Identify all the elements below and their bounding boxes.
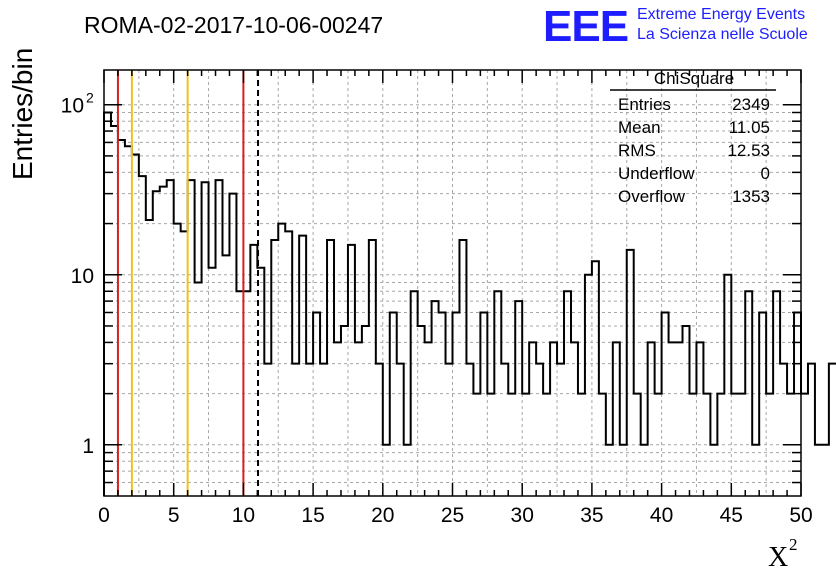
stats-label: RMS xyxy=(618,141,656,160)
grid xyxy=(104,70,801,496)
eee-logo: EEE Extreme Energy Events La Scienza nel… xyxy=(543,2,808,51)
stats-value: 0 xyxy=(761,164,770,183)
stats-value: 12.53 xyxy=(727,141,770,160)
axis-ticks xyxy=(103,70,802,496)
x-tick-label: 30 xyxy=(511,504,534,527)
x-tick-label: 10 xyxy=(232,504,255,527)
chart-title: ROMA-02-2017-10-06-00247 xyxy=(84,12,383,38)
stats-value: 11.05 xyxy=(729,118,770,137)
x-tick-label: 0 xyxy=(98,504,110,527)
marker-lines xyxy=(116,70,260,496)
x-tick-label: 15 xyxy=(301,504,324,527)
x-axis-label: X 2 xyxy=(768,535,798,572)
y-axis-label: Entries/bin xyxy=(7,48,38,180)
stats-value: 1353 xyxy=(732,187,770,206)
x-tick-label: 25 xyxy=(441,504,464,527)
x-axis-label-superscript: 2 xyxy=(789,535,798,554)
x-axis-label-main: X xyxy=(768,542,788,572)
stats-title: ChiSquare xyxy=(654,69,734,88)
logo-line1: Extreme Energy Events xyxy=(637,6,805,23)
y-tick-label: 10 xyxy=(71,265,94,288)
stats-label: Underflow xyxy=(618,164,695,183)
stats-rows: Entries 2349 Mean 11.05 RMS 12.53 Underflow 0 Ov… xyxy=(618,95,770,206)
y-tick-label-exponent: 2 xyxy=(86,90,94,106)
logo-mark: EEE xyxy=(543,2,628,51)
stats-value: 2349 xyxy=(732,95,770,114)
x-tick-label: 20 xyxy=(371,504,394,527)
stats-label: Overflow xyxy=(618,187,686,206)
y-tick-label: 10 xyxy=(61,95,84,118)
x-tick-label: 40 xyxy=(650,504,673,527)
stats-label: Entries xyxy=(618,95,671,114)
x-tick-label: 45 xyxy=(720,504,743,527)
stats-label: Mean xyxy=(618,118,661,137)
stats-box: ChiSquare Entries 2349 Mean 11.05 RMS 12.53 Un… xyxy=(610,69,776,206)
y-tick-label: 1 xyxy=(82,435,94,458)
histogram-outline xyxy=(103,111,836,496)
logo-line2: La Scienza nelle Scuole xyxy=(637,26,808,43)
x-tick-label: 5 xyxy=(168,504,180,527)
x-tick-label: 50 xyxy=(789,504,812,527)
x-tick-label: 35 xyxy=(580,504,603,527)
